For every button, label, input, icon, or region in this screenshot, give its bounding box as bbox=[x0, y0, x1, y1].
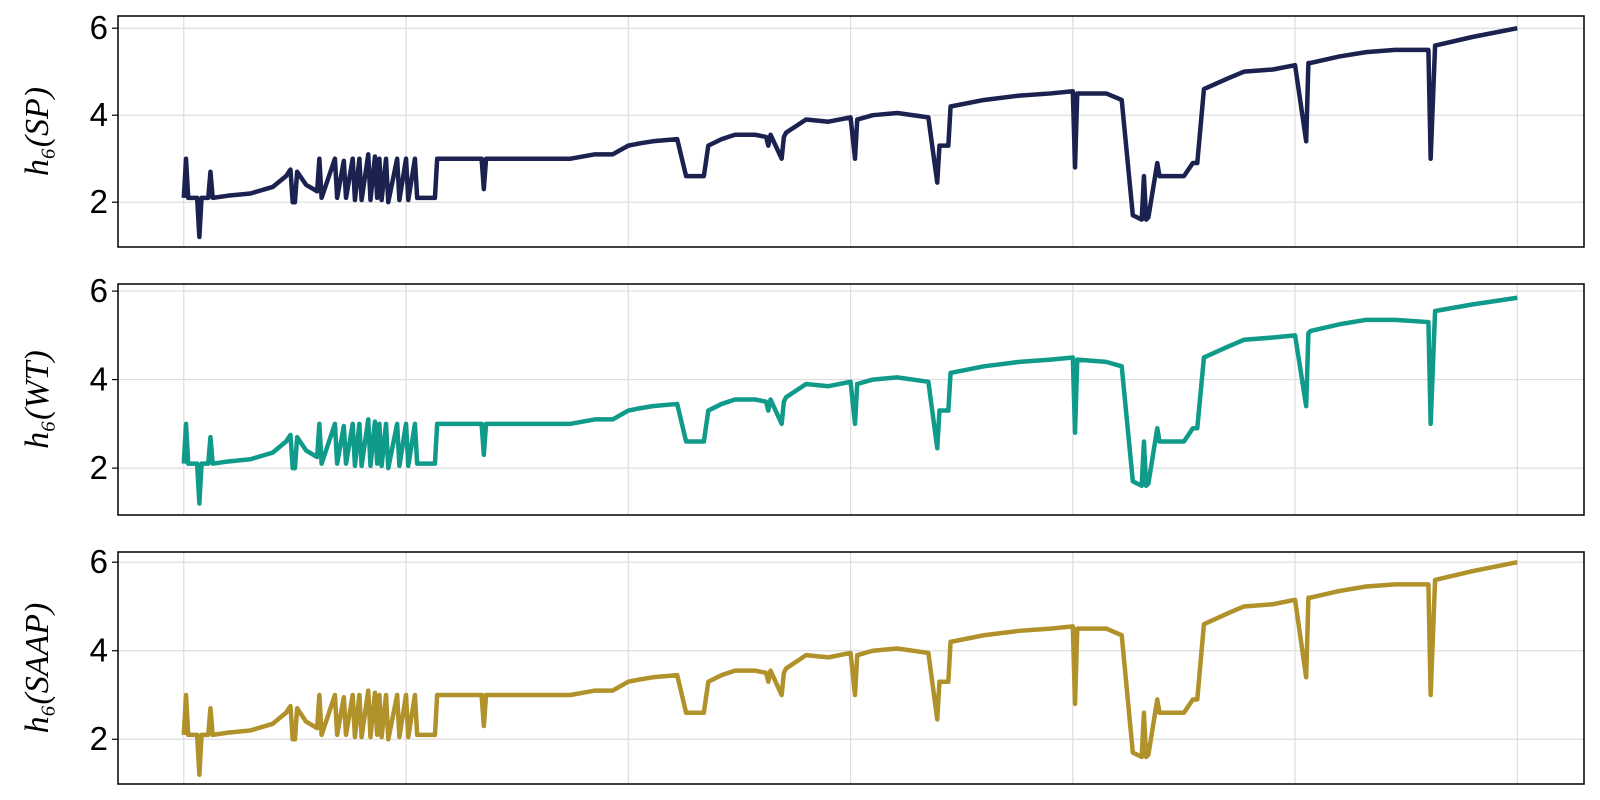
y-tick-label: 6 bbox=[90, 9, 108, 46]
plot-frame bbox=[117, 283, 1585, 516]
y-tick-label: 6 bbox=[90, 543, 108, 580]
y-tick-label: 4 bbox=[90, 96, 108, 133]
data-line bbox=[181, 25, 1518, 240]
data-line bbox=[181, 559, 1518, 777]
y-tick-label: 2 bbox=[90, 183, 108, 220]
plot-frame bbox=[117, 15, 1585, 248]
y-axis-label: h₆(WT) bbox=[19, 350, 56, 449]
y-tick-label: 2 bbox=[90, 720, 108, 757]
y-tick-label: 2 bbox=[90, 449, 108, 486]
y-axis-label: h₆(SAAP) bbox=[19, 603, 56, 734]
plot-frame bbox=[117, 551, 1585, 785]
y-axis-label: h₆(SP) bbox=[19, 87, 56, 176]
data-line bbox=[181, 295, 1518, 506]
y-tick-label: 4 bbox=[90, 360, 108, 397]
y-tick-label: 4 bbox=[90, 631, 108, 668]
y-tick-label: 6 bbox=[90, 272, 108, 309]
